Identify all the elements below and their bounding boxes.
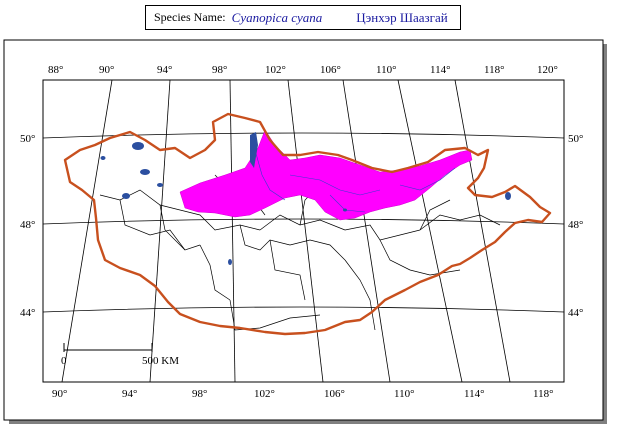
map-neatline [42, 79, 565, 383]
top-longitude-labels: 88° 90° 94° 98° 102° 106° 110° 114° 118°… [48, 64, 558, 76]
right-lat-label: 48° [568, 219, 583, 231]
species-title-box: Species Name: Cyanopica cyana Цэнхэр Шаа… [145, 5, 461, 30]
top-lon-label: 114° [430, 64, 451, 76]
meridian-114 [454, 79, 511, 383]
top-lon-label: 90° [99, 64, 114, 76]
scale-start-label: 0 [61, 355, 67, 367]
bottom-lon-label: 110° [394, 388, 415, 400]
scientific-name: Cyanopica cyana [231, 9, 323, 25]
lake-small-1 [100, 156, 106, 160]
top-lon-label: 106° [320, 64, 341, 76]
left-latitude-labels: 50° 48° 44° [20, 133, 35, 319]
top-lon-label: 120° [537, 64, 558, 76]
lake-khar-us [122, 193, 130, 199]
mongolian-name: Цэнхэр Шаазгай [356, 9, 448, 25]
right-lat-label: 50° [568, 133, 583, 145]
meridian-90 [61, 79, 113, 383]
right-latitude-labels: 50° 48° 44° [568, 133, 583, 319]
scale-end-label: 500 KM [142, 355, 179, 367]
top-lon-label: 94° [157, 64, 172, 76]
top-lon-label: 88° [48, 64, 63, 76]
bottom-lon-label: 106° [324, 388, 345, 400]
lakes [100, 132, 511, 265]
meridian-94 [149, 79, 171, 383]
lake-uvs [132, 142, 144, 150]
parallel-48 [42, 218, 565, 225]
bottom-lon-label: 98° [192, 388, 207, 400]
bottom-lon-label: 94° [122, 388, 137, 400]
top-lon-label: 102° [265, 64, 286, 76]
right-lat-label: 44° [568, 307, 583, 319]
bottom-lon-label: 90° [52, 388, 67, 400]
parallel-44 [42, 306, 565, 313]
species-label: Species Name: [154, 10, 226, 24]
lake-khuvsgul [250, 132, 258, 168]
scale-bar: 0 500 KM [61, 343, 179, 367]
left-lat-label: 48° [20, 219, 35, 231]
bottom-lon-label: 118° [533, 388, 554, 400]
lake-khyargas [140, 169, 150, 175]
lake-small-2 [343, 208, 347, 212]
bottom-lon-label: 102° [254, 388, 275, 400]
lake-orog [228, 259, 232, 265]
map-frame [3, 39, 604, 421]
left-lat-label: 44° [20, 307, 35, 319]
top-lon-label: 118° [484, 64, 505, 76]
lake-buir [505, 192, 511, 200]
bottom-lon-label: 114° [464, 388, 485, 400]
meridian-106 [342, 79, 391, 383]
country-border [63, 112, 552, 336]
top-lon-label: 98° [212, 64, 227, 76]
bottom-longitude-labels: 90° 94° 98° 102° 106° 110° 114° 118° [52, 388, 554, 400]
lake-khar [157, 183, 163, 187]
meridian-110 [397, 79, 463, 383]
left-lat-label: 50° [20, 133, 35, 145]
top-lon-label: 110° [376, 64, 397, 76]
meridian-98 [229, 79, 236, 383]
